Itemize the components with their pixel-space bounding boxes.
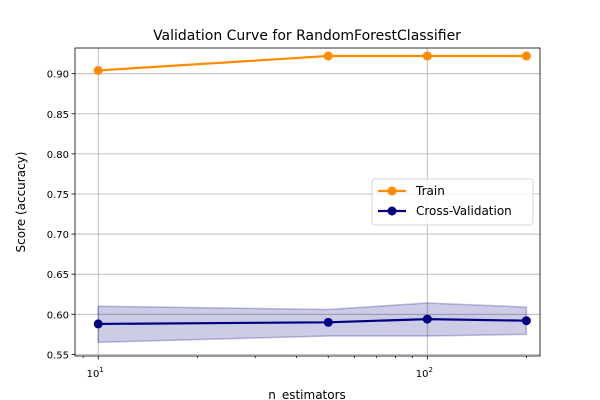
data-point [93, 65, 103, 75]
data-point [93, 319, 103, 329]
data-point [521, 51, 531, 61]
y-tick-label: 0.80 [47, 150, 69, 161]
data-point [521, 316, 531, 326]
x-tick-label-exponent: 1 [99, 366, 103, 374]
x-tick-label: 102 [416, 366, 433, 380]
y-axis-label: Score (accuracy) [14, 152, 28, 253]
x-tick-label-base: 10 [87, 369, 100, 380]
x-tick-label-exponent: 2 [428, 366, 432, 374]
y-tick-label: 0.90 [47, 70, 69, 81]
legend-label: Train [415, 184, 445, 198]
data-point [323, 51, 333, 61]
legend-marker [387, 206, 397, 216]
axes-frame [74, 47, 541, 357]
legend-box [371, 178, 534, 226]
chart-title: Validation Curve for RandomForestClassif… [153, 28, 461, 44]
data-point [323, 317, 333, 327]
x-tick-label: 101 [87, 366, 104, 380]
legend: Train Cross-Validation [371, 178, 534, 226]
y-tick-label: 0.70 [47, 230, 69, 241]
series-line [98, 318, 527, 326]
y-tick-label: 0.60 [47, 310, 69, 321]
y-tick-label: 0.85 [47, 110, 69, 121]
y-tick-label: 0.65 [47, 270, 69, 281]
legend-marker [387, 186, 397, 196]
y-tick-label: 0.55 [47, 350, 69, 361]
series-lines [93, 51, 531, 329]
x-tick-label-base: 10 [416, 369, 429, 380]
y-tick-label: 0.75 [47, 190, 69, 201]
series-line [98, 54, 527, 72]
legend-label: Cross-Validation [416, 204, 512, 218]
data-point [422, 51, 432, 61]
data-point [422, 314, 432, 324]
x-axis-label: n_estimators [268, 388, 346, 400]
